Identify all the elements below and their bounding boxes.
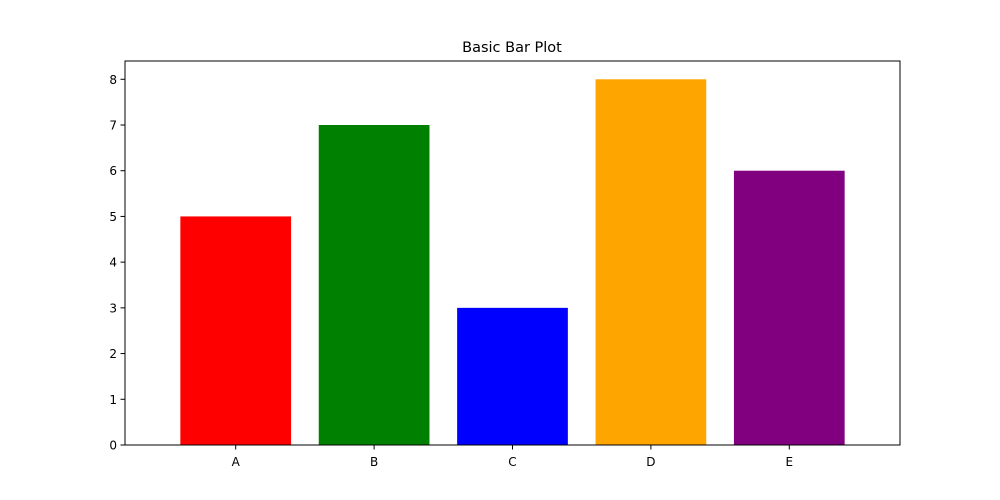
x-tick-label: A — [232, 455, 241, 469]
y-axis: 0 1 2 3 4 5 6 7 8 — [109, 73, 125, 453]
bar-c — [457, 307, 568, 445]
y-tick-label: 0 — [109, 439, 117, 453]
y-tick-label: 5 — [109, 210, 117, 224]
bar-a — [180, 216, 292, 445]
y-tick-label: 7 — [109, 119, 117, 133]
bar-e — [733, 170, 845, 445]
y-tick-label: 4 — [109, 256, 117, 270]
x-tick-label: E — [785, 455, 793, 469]
y-tick-label: 1 — [109, 393, 117, 407]
plot-frame — [124, 60, 901, 446]
y-tick-label: 6 — [109, 164, 117, 178]
bar-d — [595, 79, 707, 446]
bars — [180, 79, 845, 446]
x-tick-label: D — [646, 455, 655, 469]
x-tick-label: C — [508, 455, 516, 469]
x-tick-label: B — [370, 455, 378, 469]
x-axis: A B C D E — [232, 445, 793, 469]
chart-title: Basic Bar Plot — [462, 40, 562, 56]
y-tick-label: 3 — [109, 301, 117, 315]
bar-b — [318, 125, 430, 445]
y-tick-label: 2 — [109, 347, 117, 361]
y-tick-label: 8 — [109, 73, 117, 87]
